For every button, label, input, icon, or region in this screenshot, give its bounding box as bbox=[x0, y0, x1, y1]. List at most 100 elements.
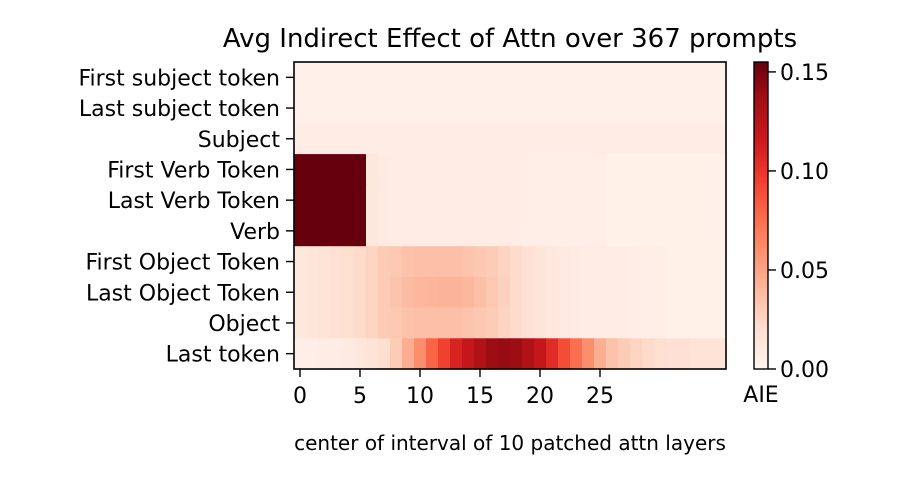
heatmap-cell bbox=[426, 184, 439, 217]
heatmap-cell bbox=[366, 276, 379, 309]
colorbar-label: AIE bbox=[743, 383, 778, 408]
heatmap-cell bbox=[570, 62, 583, 94]
row-label: First Object Token bbox=[85, 251, 280, 276]
heatmap-cell bbox=[342, 184, 355, 217]
heatmap-cell bbox=[618, 276, 631, 309]
heatmap-cell bbox=[330, 215, 343, 247]
colorbar-tick-label: 0.05 bbox=[780, 259, 829, 284]
heatmap-cell bbox=[630, 246, 643, 278]
heatmap-cell bbox=[330, 276, 343, 309]
heatmap-cell bbox=[462, 307, 475, 339]
heatmap-cell bbox=[486, 276, 499, 309]
heatmap-cell bbox=[318, 307, 331, 339]
heatmap-cell bbox=[510, 62, 523, 94]
heatmap-cell bbox=[714, 154, 727, 186]
heatmap-cell bbox=[306, 246, 319, 278]
heatmap-cell bbox=[306, 307, 319, 339]
heatmap-cell bbox=[390, 246, 403, 278]
heatmap-cell bbox=[546, 338, 559, 370]
heatmap-cell bbox=[570, 307, 583, 339]
heatmap-cell bbox=[606, 276, 619, 309]
heatmap-cell bbox=[450, 338, 463, 370]
heatmap-cell bbox=[450, 276, 463, 309]
heatmap-cell bbox=[702, 338, 715, 370]
heatmap-cell bbox=[318, 184, 331, 217]
heatmap-cell bbox=[618, 307, 631, 339]
heatmap-cell bbox=[630, 307, 643, 339]
heatmap-cell bbox=[630, 338, 643, 370]
heatmap-cell bbox=[594, 307, 607, 339]
heatmap-cell bbox=[438, 92, 451, 124]
heatmap-cell bbox=[486, 338, 499, 370]
heatmap-cell bbox=[474, 184, 487, 217]
heatmap-cell bbox=[522, 154, 535, 186]
heatmap-cell bbox=[390, 154, 403, 186]
heatmap-cell bbox=[666, 307, 679, 339]
heatmap-cell bbox=[450, 154, 463, 186]
heatmap-cell bbox=[606, 246, 619, 278]
heatmap-cell bbox=[366, 184, 379, 217]
x-tick-label: 5 bbox=[353, 384, 367, 409]
heatmap-cell bbox=[378, 154, 391, 186]
heatmap-cell bbox=[330, 62, 343, 94]
heatmap-cell bbox=[342, 338, 355, 370]
heatmap-cell bbox=[462, 215, 475, 247]
heatmap-cell bbox=[618, 154, 631, 186]
heatmap-cell bbox=[558, 307, 571, 339]
heatmap-cell bbox=[390, 307, 403, 339]
heatmap-cell bbox=[630, 123, 643, 155]
heatmap-cell bbox=[510, 184, 523, 217]
heatmap-cell bbox=[474, 307, 487, 339]
heatmap-cell bbox=[582, 123, 595, 155]
heatmap-cell bbox=[690, 184, 703, 217]
heatmap-cell bbox=[486, 215, 499, 247]
heatmap-cell bbox=[582, 246, 595, 278]
heatmap-cell bbox=[378, 62, 391, 94]
heatmap-cell bbox=[462, 246, 475, 278]
heatmap-cell bbox=[654, 307, 667, 339]
heatmap-cell bbox=[546, 246, 559, 278]
heatmap-cell bbox=[606, 338, 619, 370]
heatmap-cell bbox=[702, 307, 715, 339]
heatmap-cell bbox=[294, 154, 307, 186]
heatmap-cell bbox=[546, 307, 559, 339]
heatmap-cell bbox=[354, 215, 367, 247]
heatmap-cell bbox=[702, 184, 715, 217]
heatmap-cell bbox=[702, 123, 715, 155]
heatmap-cell bbox=[414, 307, 427, 339]
heatmap-cell bbox=[354, 276, 367, 309]
heatmap-cell bbox=[450, 307, 463, 339]
heatmap-cell bbox=[678, 184, 691, 217]
heatmap-cell bbox=[318, 338, 331, 370]
heatmap-cell bbox=[378, 92, 391, 124]
heatmap-cell bbox=[558, 184, 571, 217]
heatmap-cell bbox=[702, 62, 715, 94]
heatmap-cell bbox=[306, 92, 319, 124]
heatmap-cell bbox=[714, 338, 727, 370]
heatmap-cell bbox=[558, 215, 571, 247]
heatmap-cell bbox=[402, 215, 415, 247]
heatmap-cell bbox=[606, 62, 619, 94]
heatmap-cell bbox=[306, 276, 319, 309]
heatmap-cell bbox=[630, 184, 643, 217]
heatmap-cell bbox=[654, 215, 667, 247]
heatmap-cell bbox=[330, 92, 343, 124]
heatmap-cell bbox=[666, 276, 679, 309]
heatmap-cell bbox=[414, 276, 427, 309]
chart-title: Avg Indirect Effect of Attn over 367 pro… bbox=[223, 24, 797, 54]
x-tick-label: 25 bbox=[586, 384, 614, 409]
heatmap-cell bbox=[498, 338, 511, 370]
heatmap-cell bbox=[474, 123, 487, 155]
heatmap-cell bbox=[690, 154, 703, 186]
heatmap-cell bbox=[714, 307, 727, 339]
heatmap-cell bbox=[690, 62, 703, 94]
heatmap-cell bbox=[402, 307, 415, 339]
heatmap-cell bbox=[510, 246, 523, 278]
heatmap-cell bbox=[486, 246, 499, 278]
heatmap-cell bbox=[546, 184, 559, 217]
x-ticks: 0 5 10 15 20 25 bbox=[293, 369, 614, 409]
heatmap-cell bbox=[414, 184, 427, 217]
heatmap-cell bbox=[486, 92, 499, 124]
heatmap-cell bbox=[714, 62, 727, 94]
